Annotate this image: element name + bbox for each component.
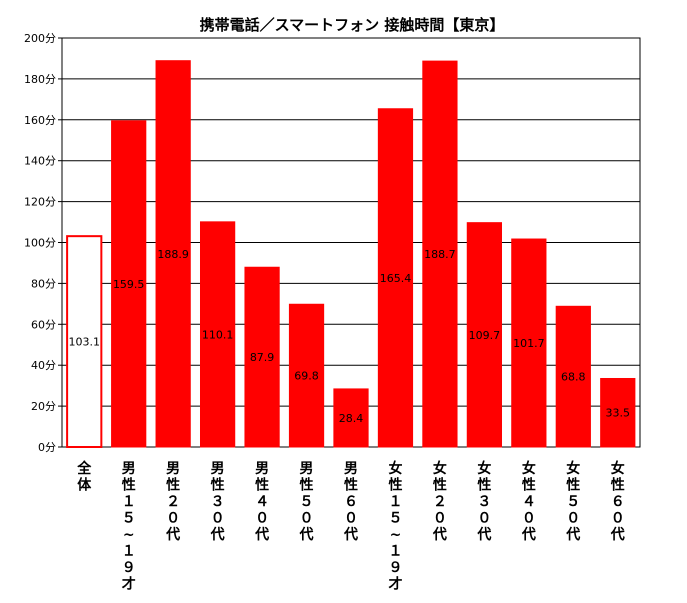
y-tick-label: 80分	[31, 277, 56, 290]
category-label-13: 女性６０代	[610, 460, 625, 543]
y-axis-tick-labels: 0分 20分 40分 60分 80分 100分 120分 140分 160分 180分 200分	[24, 32, 56, 454]
data-label-7: 28.4	[339, 412, 364, 425]
bar-11	[511, 238, 547, 448]
bar-5	[244, 266, 280, 448]
data-label-10: 109.7	[469, 329, 501, 342]
category-label-9: 女性２０代	[432, 460, 447, 543]
data-label-8: 165.4	[380, 272, 412, 285]
bar-1	[66, 235, 103, 448]
category-label-4: 男性３０代	[210, 461, 225, 543]
bar-7	[333, 388, 369, 448]
data-label-11: 101.7	[513, 337, 545, 350]
y-tick-label: 160分	[24, 114, 56, 127]
y-tick-label: 60分	[31, 318, 56, 331]
chart-title: 携帯電話／スマートフォン 接触時間【東京】	[200, 16, 505, 34]
data-label-3: 188.9	[157, 248, 189, 261]
bar-10	[466, 222, 503, 448]
category-label-12: 女性５０代	[565, 460, 580, 543]
data-label-4: 110.1	[202, 328, 234, 341]
data-label-1: 103.1	[68, 336, 100, 349]
category-label-7: 男性６０代	[343, 461, 358, 543]
bar-6	[288, 303, 325, 448]
gridlines	[62, 37, 640, 448]
bar-13	[600, 377, 636, 448]
y-tick-label: 200分	[24, 32, 56, 45]
category-label-5: 男性４０代	[254, 461, 269, 543]
data-label-5: 87.9	[250, 351, 275, 364]
data-label-12: 68.8	[561, 371, 586, 384]
bar-8	[377, 108, 414, 448]
y-tick-label: 0分	[38, 441, 56, 454]
category-label-6: 男性５０代	[299, 461, 314, 543]
data-labels: 103.1 159.5 188.9 110.1 87.9 69.8 28.4 165.4 188…	[68, 248, 630, 425]
category-label-1: 全体	[76, 460, 92, 494]
y-tick-label: 40分	[31, 359, 56, 372]
category-label-2: 男性１５~１９才	[122, 461, 136, 593]
category-label-11: 女性４０代	[521, 460, 536, 543]
bars	[66, 60, 636, 448]
bar-4	[199, 221, 236, 448]
y-tick-label: 100分	[24, 237, 56, 250]
y-tick-label: 20分	[31, 400, 56, 413]
y-tick-label: 140分	[24, 155, 56, 168]
category-label-8: 女性１５~１９才	[388, 460, 402, 593]
data-label-6: 69.8	[294, 370, 319, 383]
bar-3	[155, 60, 191, 448]
bar-9	[422, 60, 458, 448]
bar-2	[111, 120, 147, 448]
bar-12	[555, 305, 591, 448]
data-label-2: 159.5	[113, 278, 145, 291]
y-tick-label: 180分	[24, 73, 56, 86]
category-label-3: 男性２０代	[165, 461, 180, 543]
category-label-10: 女性３０代	[476, 460, 491, 543]
data-label-9: 188.7	[424, 248, 456, 261]
data-label-13: 33.5	[606, 407, 631, 420]
y-tick-label: 120分	[24, 196, 56, 209]
category-labels: 全体 男性１５~１９才 男性２０代 男性３０代 男性４０代 男性５０代 男性６０代 女性１５~…	[76, 460, 625, 593]
